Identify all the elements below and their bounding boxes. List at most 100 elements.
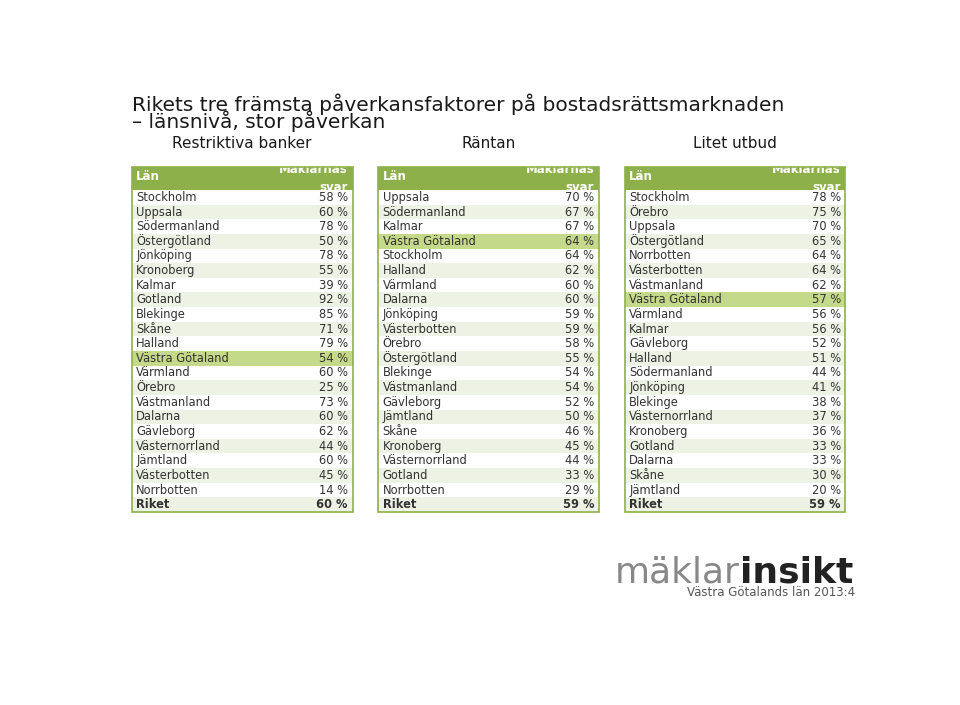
Text: 41 %: 41 % (812, 381, 841, 394)
Text: Rikets tre främsta påverkansfaktorer på bostadsrättsmarknaden: Rikets tre främsta påverkansfaktorer på … (132, 94, 784, 116)
Text: Litet utbud: Litet utbud (693, 136, 777, 151)
Text: Östergötland: Östergötland (629, 234, 705, 248)
Bar (132, 410, 352, 424)
Text: Dalarna: Dalarna (629, 454, 675, 467)
Text: 46 %: 46 % (565, 425, 594, 438)
Text: Jämtland: Jämtland (629, 484, 681, 496)
Bar (378, 351, 599, 366)
Bar (625, 167, 846, 512)
Text: Län: Län (383, 170, 407, 183)
Bar (378, 293, 599, 307)
Text: Räntan: Räntan (462, 136, 516, 151)
Bar (378, 321, 599, 336)
Bar (625, 263, 846, 278)
Text: Kronoberg: Kronoberg (629, 425, 688, 438)
Text: 67 %: 67 % (565, 220, 594, 233)
Text: 78 %: 78 % (811, 191, 841, 204)
Text: Halland: Halland (136, 337, 180, 350)
Bar (132, 307, 352, 321)
Bar (625, 439, 846, 453)
Text: Norrbotten: Norrbotten (136, 484, 199, 496)
Text: Gotland: Gotland (629, 440, 675, 453)
Text: Dalarna: Dalarna (383, 293, 428, 306)
Text: Västra Götalands län 2013:4: Västra Götalands län 2013:4 (687, 587, 855, 599)
Bar (132, 366, 352, 380)
Text: 55 %: 55 % (319, 264, 348, 277)
Bar (625, 307, 846, 321)
Bar (378, 439, 599, 453)
Text: Dalarna: Dalarna (136, 410, 181, 424)
Text: Skåne: Skåne (629, 469, 664, 482)
Bar (378, 380, 599, 395)
Bar (132, 380, 352, 395)
Bar (625, 410, 846, 424)
Text: Gävleborg: Gävleborg (136, 425, 196, 438)
Bar (378, 234, 599, 249)
Bar (378, 468, 599, 483)
Bar (378, 424, 599, 439)
Text: Norrbotten: Norrbotten (383, 484, 445, 496)
Text: Örebro: Örebro (383, 337, 422, 350)
Text: Stockholm: Stockholm (136, 191, 197, 204)
Text: 59 %: 59 % (809, 498, 841, 511)
Bar (625, 468, 846, 483)
Bar (625, 395, 846, 410)
Text: Mäklarnas: Mäklarnas (525, 164, 594, 176)
Text: 44 %: 44 % (812, 367, 841, 379)
Bar (132, 497, 352, 512)
Bar (378, 395, 599, 410)
Text: 64 %: 64 % (812, 264, 841, 277)
Text: 33 %: 33 % (811, 440, 841, 453)
Text: 78 %: 78 % (319, 250, 348, 262)
Text: 54 %: 54 % (319, 352, 348, 364)
Bar (132, 468, 352, 483)
Text: Västmanland: Västmanland (629, 278, 705, 292)
Bar (132, 190, 352, 204)
Text: Skåne: Skåne (383, 425, 418, 438)
Bar (378, 366, 599, 380)
Text: Skåne: Skåne (136, 323, 172, 336)
Bar (132, 395, 352, 410)
Text: 54 %: 54 % (565, 381, 594, 394)
Bar (132, 424, 352, 439)
Text: 64 %: 64 % (565, 235, 594, 247)
Text: 62 %: 62 % (319, 425, 348, 438)
Bar (625, 497, 846, 512)
Bar (132, 234, 352, 249)
Bar (132, 336, 352, 351)
Bar (625, 380, 846, 395)
Text: Kalmar: Kalmar (629, 323, 670, 336)
Text: 25 %: 25 % (319, 381, 348, 394)
Bar (378, 167, 599, 512)
Text: svar: svar (320, 181, 348, 194)
Text: Västerbotten: Västerbotten (629, 264, 704, 277)
Text: Västernorrland: Västernorrland (136, 440, 221, 453)
Text: Uppsala: Uppsala (629, 220, 676, 233)
Text: 67 %: 67 % (565, 206, 594, 219)
Bar (132, 351, 352, 366)
Text: 75 %: 75 % (811, 206, 841, 219)
Text: 50 %: 50 % (565, 410, 594, 424)
Text: Västmanland: Västmanland (136, 396, 211, 409)
Text: Blekinge: Blekinge (136, 308, 186, 321)
Text: Riket: Riket (383, 498, 416, 511)
Text: 20 %: 20 % (811, 484, 841, 496)
Bar (132, 278, 352, 293)
Text: Värmland: Värmland (136, 367, 191, 379)
Text: 73 %: 73 % (319, 396, 348, 409)
Bar (378, 219, 599, 234)
Text: 60 %: 60 % (319, 206, 348, 219)
Bar (132, 293, 352, 307)
Bar (625, 453, 846, 468)
Bar (625, 190, 846, 204)
Text: 85 %: 85 % (319, 308, 348, 321)
Text: 60 %: 60 % (317, 498, 348, 511)
Text: Värmland: Värmland (383, 278, 438, 292)
Text: Värmland: Värmland (629, 308, 684, 321)
Bar (378, 497, 599, 512)
Text: 62 %: 62 % (565, 264, 594, 277)
Bar (625, 219, 846, 234)
Text: Västra Götaland: Västra Götaland (383, 235, 475, 247)
Bar (625, 204, 846, 219)
Text: 14 %: 14 % (319, 484, 348, 496)
